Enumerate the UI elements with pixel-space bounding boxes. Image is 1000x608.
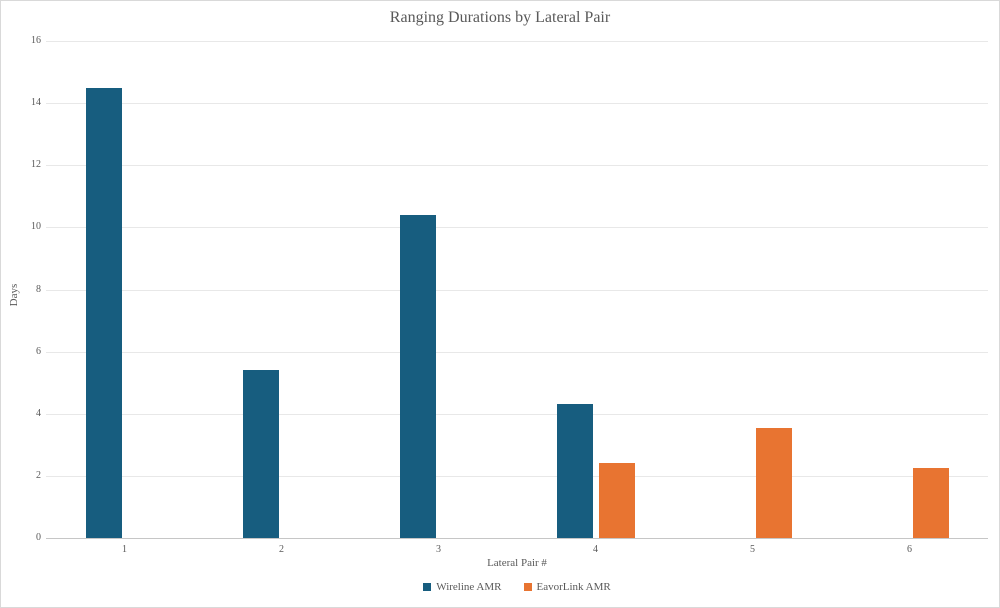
gridline [46,289,988,291]
x-tick-label: 6 [907,544,912,555]
y-tick-label: 12 [31,159,41,171]
legend: Wireline AMR EavorLink AMR [46,581,988,594]
gridline [46,165,988,167]
x-tick-label: 2 [279,544,284,555]
bar-eavorlink-amr-5 [756,427,792,538]
gridline [46,41,988,42]
legend-item: EavorLink AMR [523,581,611,593]
bar-wireline-amr-4 [557,404,593,538]
y-tick-label: 10 [31,221,41,233]
legend-label: Wireline AMR [436,581,502,593]
legend-label: EavorLink AMR [536,581,611,593]
bar-wireline-amr-3 [400,214,436,538]
gridline [46,351,988,353]
gridline [46,413,988,415]
y-tick-label: 0 [36,532,41,543]
gridline [46,103,988,105]
bar-eavorlink-amr-6 [913,468,949,538]
x-axis-title: Lateral Pair # [487,557,547,569]
legend-swatch-icon [423,583,432,591]
x-axis-line [46,538,988,539]
y-tick-label: 8 [36,283,41,295]
y-tick-label: 6 [36,345,41,357]
chart-title: Ranging Durations by Lateral Pair [389,9,611,26]
y-tick-label: 4 [36,407,41,419]
y-tick-label: 16 [31,35,41,46]
y-tick-label: 14 [31,97,41,109]
gridline [46,475,988,477]
x-tick-label: 3 [436,544,441,555]
gridline [46,227,988,229]
legend-item: Wireline AMR [423,581,502,593]
x-tick-label: 1 [122,544,127,555]
bar-wireline-amr-2 [243,370,279,538]
y-tick-label: 2 [36,469,41,481]
plot-area [46,41,988,539]
x-tick-label: 5 [750,544,755,555]
bar-eavorlink-amr-4 [599,463,635,538]
legend-swatch-icon [523,583,532,591]
bar-wireline-amr-1 [86,87,122,538]
x-tick-label: 4 [593,544,598,555]
